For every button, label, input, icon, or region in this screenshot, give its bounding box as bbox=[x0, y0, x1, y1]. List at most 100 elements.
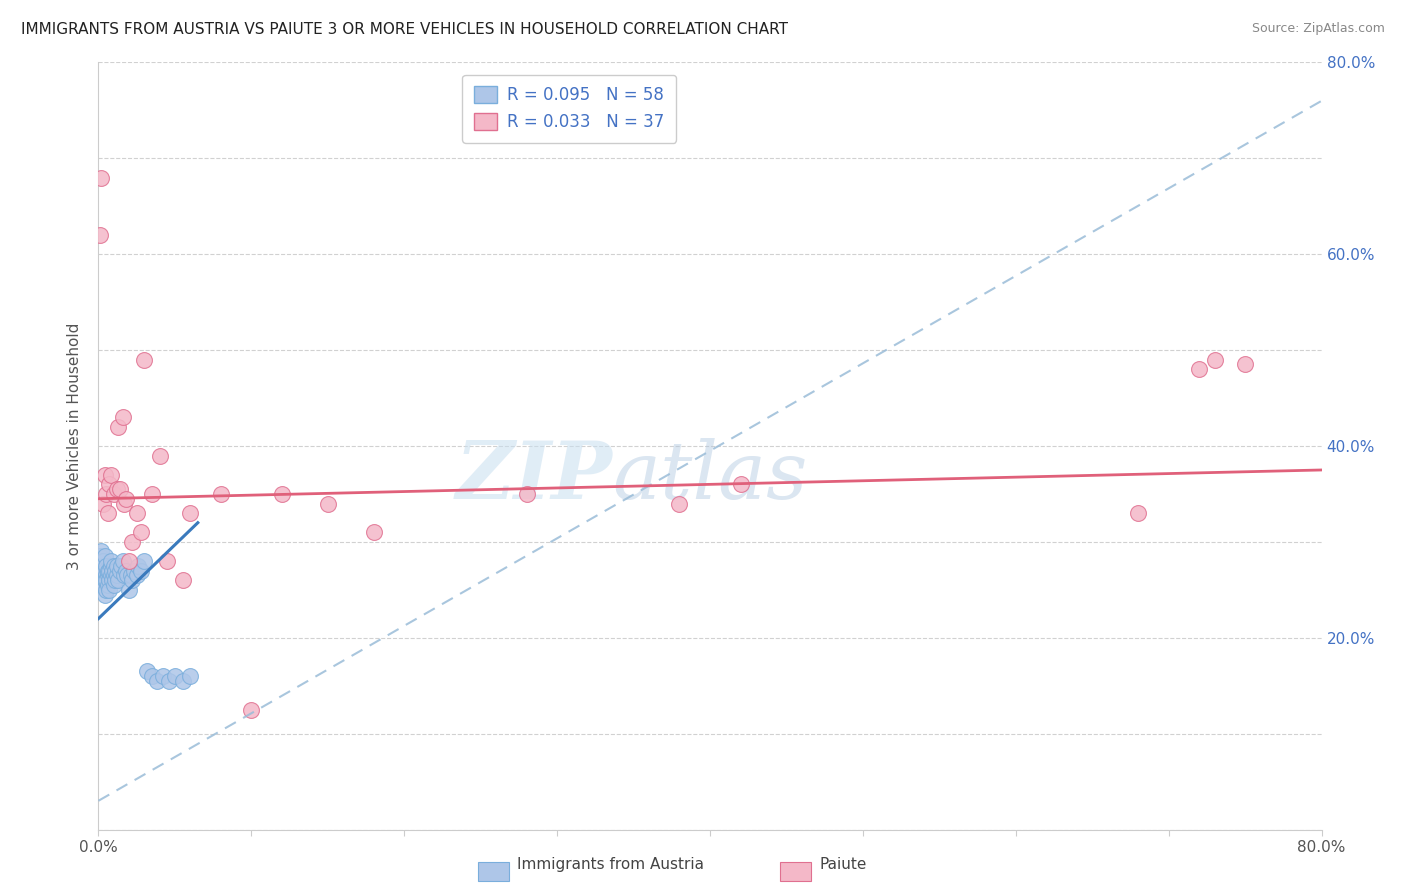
Point bbox=[98, 477, 121, 491]
Point bbox=[125, 568, 148, 582]
Text: IMMIGRANTS FROM AUSTRIA VS PAIUTE 3 OR MORE VEHICLES IN HOUSEHOLD CORRELATION CH: IMMIGRANTS FROM AUSTRIA VS PAIUTE 3 OR M… bbox=[21, 22, 789, 37]
Point bbox=[730, 477, 752, 491]
Point bbox=[363, 525, 385, 540]
Point bbox=[89, 228, 111, 243]
Point bbox=[98, 564, 121, 578]
Point bbox=[316, 496, 339, 510]
Point bbox=[97, 578, 120, 592]
Point bbox=[108, 482, 131, 496]
Point bbox=[172, 574, 194, 588]
Point bbox=[179, 669, 201, 683]
Text: Source: ZipAtlas.com: Source: ZipAtlas.com bbox=[1251, 22, 1385, 36]
Point bbox=[94, 487, 117, 501]
Point bbox=[121, 535, 143, 549]
Point bbox=[100, 568, 122, 582]
Point bbox=[104, 564, 127, 578]
Point bbox=[129, 564, 152, 578]
Point bbox=[105, 558, 128, 573]
Point bbox=[111, 410, 134, 425]
Point bbox=[90, 558, 112, 573]
Point bbox=[105, 568, 128, 582]
Point bbox=[1204, 352, 1226, 367]
Point bbox=[94, 568, 117, 582]
Point bbox=[93, 574, 115, 588]
Point bbox=[98, 582, 121, 597]
Point bbox=[93, 467, 115, 482]
Point bbox=[122, 564, 145, 578]
Text: ZIP: ZIP bbox=[456, 438, 612, 516]
Legend: R = 0.095   N = 58, R = 0.033   N = 37: R = 0.095 N = 58, R = 0.033 N = 37 bbox=[463, 75, 676, 143]
Point bbox=[1188, 362, 1211, 376]
Point bbox=[97, 506, 120, 520]
Point bbox=[91, 578, 114, 592]
Point bbox=[90, 544, 112, 558]
Point bbox=[145, 673, 167, 688]
Point bbox=[136, 665, 159, 679]
Point bbox=[1234, 358, 1257, 372]
Point bbox=[94, 582, 117, 597]
Point bbox=[91, 568, 114, 582]
Point bbox=[108, 564, 131, 578]
Point bbox=[97, 568, 120, 582]
Point bbox=[118, 554, 141, 568]
Point bbox=[91, 554, 114, 568]
Point bbox=[516, 487, 538, 501]
Point bbox=[101, 574, 124, 588]
Point bbox=[103, 558, 125, 573]
Point bbox=[115, 491, 138, 506]
Point bbox=[97, 564, 120, 578]
Point bbox=[270, 487, 292, 501]
Point bbox=[103, 487, 125, 501]
Text: Immigrants from Austria: Immigrants from Austria bbox=[517, 857, 704, 872]
Point bbox=[94, 558, 117, 573]
Point bbox=[90, 574, 112, 588]
Point bbox=[129, 525, 152, 540]
Point bbox=[100, 467, 122, 482]
Point bbox=[93, 588, 115, 602]
Point bbox=[209, 487, 232, 501]
Point bbox=[100, 558, 122, 573]
Point bbox=[179, 506, 201, 520]
Point bbox=[120, 568, 142, 582]
Point bbox=[134, 554, 156, 568]
Point bbox=[107, 574, 129, 588]
Point bbox=[121, 574, 143, 588]
Point bbox=[156, 554, 179, 568]
Point bbox=[91, 564, 114, 578]
Point bbox=[668, 496, 690, 510]
Point bbox=[163, 669, 186, 683]
Point bbox=[115, 564, 138, 578]
Point bbox=[118, 582, 141, 597]
Point bbox=[117, 568, 139, 582]
Y-axis label: 3 or more Vehicles in Household: 3 or more Vehicles in Household bbox=[67, 322, 83, 570]
Point bbox=[141, 487, 163, 501]
Point bbox=[100, 554, 122, 568]
Point bbox=[107, 420, 129, 434]
Point bbox=[1128, 506, 1150, 520]
Point bbox=[127, 558, 149, 573]
Point bbox=[90, 170, 112, 185]
Point bbox=[105, 482, 128, 496]
Point bbox=[104, 574, 127, 588]
Point bbox=[112, 568, 135, 582]
Point bbox=[103, 568, 125, 582]
Point bbox=[149, 449, 172, 463]
Point bbox=[93, 549, 115, 564]
Point bbox=[93, 564, 115, 578]
Text: Paiute: Paiute bbox=[820, 857, 868, 872]
Point bbox=[172, 673, 194, 688]
Point bbox=[101, 564, 124, 578]
Point bbox=[111, 554, 134, 568]
Point bbox=[94, 574, 117, 588]
Point bbox=[112, 496, 135, 510]
Point bbox=[240, 703, 263, 717]
Text: atlas: atlas bbox=[612, 438, 807, 516]
Point bbox=[89, 549, 111, 564]
Point bbox=[89, 564, 111, 578]
Point bbox=[98, 574, 121, 588]
Point bbox=[134, 352, 156, 367]
Point bbox=[141, 669, 163, 683]
Point bbox=[157, 673, 180, 688]
Point bbox=[110, 558, 132, 573]
Point bbox=[103, 578, 125, 592]
